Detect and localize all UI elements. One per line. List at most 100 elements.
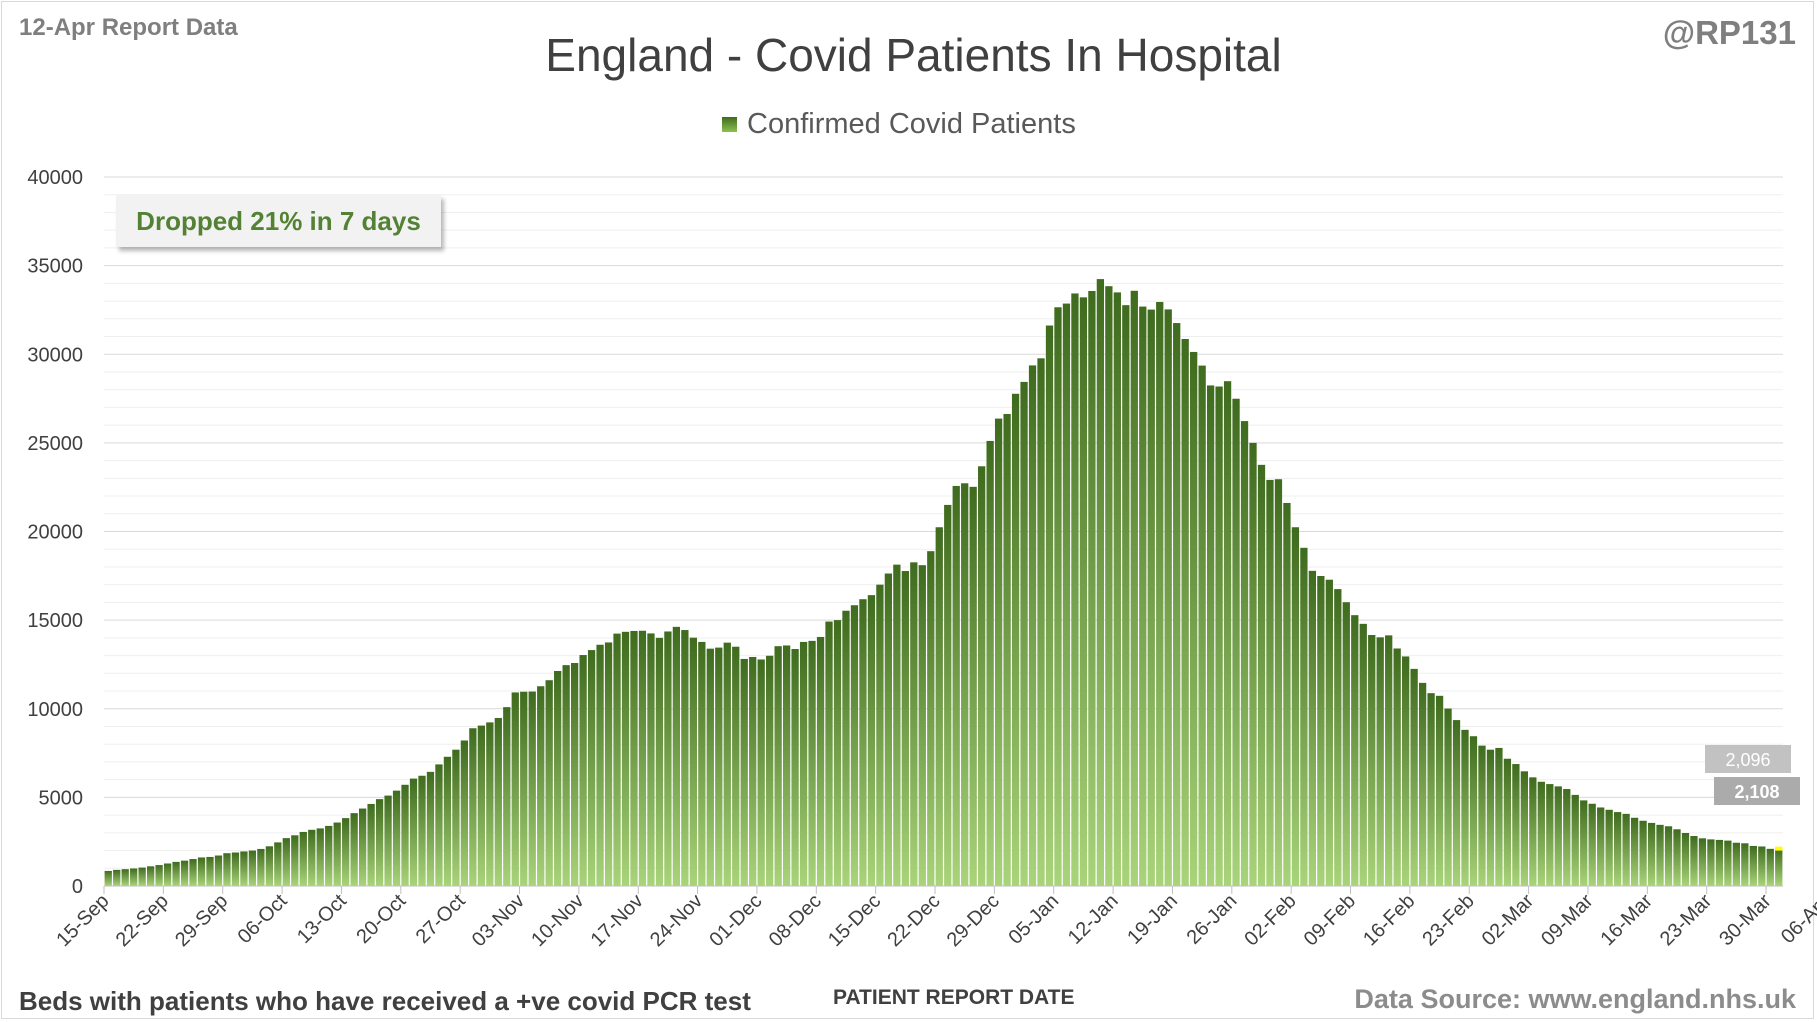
- bar: [418, 775, 426, 886]
- bar: [1156, 301, 1164, 886]
- x-tick-label: 23-Mar: [1656, 890, 1717, 951]
- x-tick-label: 16-Feb: [1359, 890, 1419, 950]
- legend-swatch: [722, 117, 737, 132]
- bar: [927, 551, 935, 886]
- bar: [240, 851, 248, 886]
- bar: [893, 564, 901, 886]
- bar: [1647, 822, 1656, 886]
- bar: [342, 818, 350, 886]
- bar: [104, 870, 112, 886]
- latest-bar-highlight: [1775, 846, 1783, 851]
- bar: [621, 631, 630, 886]
- bar: [706, 648, 714, 886]
- bar: [1096, 279, 1105, 886]
- y-tick-label: 0: [72, 876, 83, 898]
- bar: [1418, 682, 1427, 886]
- footnote: Beds with patients who have received a +…: [19, 986, 751, 1016]
- bar: [1198, 365, 1206, 886]
- bar: [1546, 784, 1554, 886]
- bar: [1011, 393, 1020, 886]
- bar: [460, 740, 469, 886]
- author-handle: @RP131: [1662, 14, 1796, 51]
- bar: [698, 641, 706, 886]
- bar: [859, 599, 867, 886]
- x-tick-label: 06-Oct: [234, 890, 292, 948]
- bar: [1435, 695, 1444, 886]
- data-label-box: [1705, 745, 1791, 773]
- bar: [1385, 635, 1393, 886]
- bar: [426, 771, 435, 886]
- x-tick-label: 19-Jan: [1123, 890, 1182, 949]
- bar: [469, 728, 477, 886]
- bar: [231, 852, 240, 886]
- x-tick-label: 09-Mar: [1537, 890, 1598, 951]
- x-tick-label: 29-Dec: [943, 890, 1004, 951]
- bar: [1673, 829, 1681, 886]
- bar: [1071, 293, 1079, 886]
- bar: [138, 867, 146, 886]
- x-tick-label: 02-Mar: [1478, 890, 1539, 951]
- bar: [1402, 656, 1410, 886]
- bar: [350, 813, 358, 886]
- x-tick-label: 05-Jan: [1004, 890, 1063, 949]
- bar: [1062, 303, 1071, 886]
- bar: [1495, 747, 1503, 886]
- bar: [1614, 812, 1622, 886]
- bar: [1300, 547, 1308, 886]
- bar: [520, 691, 528, 886]
- bar: [248, 850, 257, 886]
- bar: [1690, 836, 1698, 886]
- bar: [1622, 813, 1630, 886]
- bar: [1334, 589, 1342, 886]
- bar: [1003, 413, 1011, 886]
- bar: [978, 466, 986, 886]
- y-tick-label: 15000: [27, 610, 83, 632]
- bar: [1512, 764, 1520, 886]
- x-tick-label: 20-Oct: [352, 890, 410, 948]
- bar: [791, 649, 799, 886]
- x-tick-label: 24-Nov: [646, 890, 707, 951]
- bar: [1486, 749, 1495, 886]
- x-tick-label: 01-Dec: [705, 890, 766, 951]
- bar: [223, 853, 231, 886]
- bar: [1698, 838, 1707, 886]
- bar: [1478, 745, 1486, 886]
- bar: [570, 663, 579, 886]
- x-tick-label: 15-Dec: [824, 890, 885, 951]
- data-label-box: [1714, 777, 1800, 805]
- bar: [1571, 794, 1579, 886]
- bar: [1054, 307, 1062, 886]
- bar: [1181, 339, 1189, 887]
- bar: [189, 859, 197, 886]
- bar: [799, 641, 808, 886]
- bar: [1529, 777, 1537, 886]
- bar: [257, 848, 265, 886]
- bar: [1164, 309, 1172, 886]
- bar: [994, 418, 1003, 886]
- bar: [214, 855, 223, 886]
- bar: [1707, 839, 1715, 886]
- bar: [689, 637, 697, 886]
- x-tick-label: 12-Jan: [1064, 890, 1123, 949]
- bar: [1325, 579, 1333, 886]
- bar: [545, 680, 553, 886]
- bar: [367, 803, 375, 886]
- bar: [825, 621, 833, 886]
- bar: [1359, 623, 1367, 886]
- bar: [740, 658, 748, 886]
- bar: [1664, 826, 1673, 886]
- x-tick-label: 16-Mar: [1597, 890, 1658, 951]
- bar: [375, 799, 384, 886]
- y-tick-label: 30000: [27, 344, 83, 366]
- bar: [146, 866, 155, 886]
- bar: [503, 707, 511, 886]
- bar: [1656, 824, 1664, 886]
- bar: [494, 717, 502, 886]
- bar: [1045, 325, 1054, 886]
- x-tick-label: 17-Nov: [587, 890, 648, 951]
- bar: [155, 865, 163, 886]
- x-tick-label: 15-Sep: [52, 890, 113, 951]
- bar: [1427, 693, 1435, 886]
